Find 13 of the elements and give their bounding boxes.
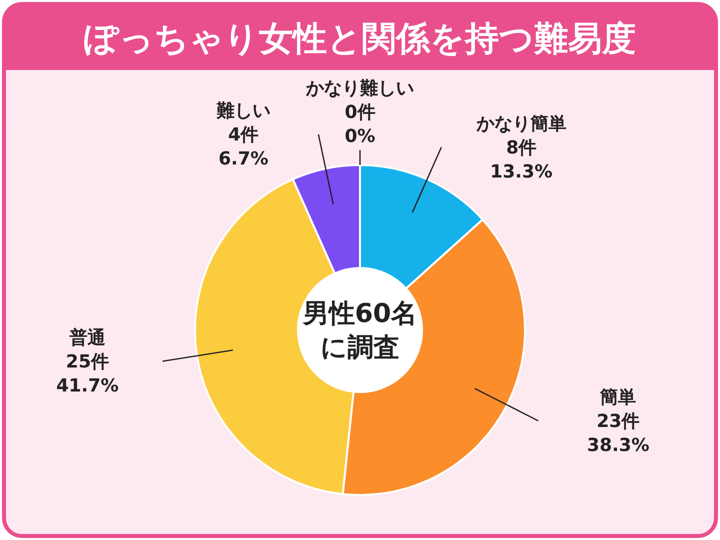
data-label: 25件 41.7% <box>56 351 119 396</box>
slice-label: かなり簡単 <box>475 113 566 134</box>
slice-label: 簡単 <box>599 386 636 408</box>
slice-label: 普通 <box>68 327 106 348</box>
text: に調査 <box>320 333 400 363</box>
data-label: 4件 6.7% <box>218 124 268 170</box>
data-label: 8件 13.3% <box>490 137 553 182</box>
text: 0件 0% <box>344 102 376 147</box>
chart-title: ぽっちゃり女性と関係を持つ難易度 <box>84 19 636 59</box>
category-label: かなり難しい <box>306 78 414 99</box>
data-label: 23件 38.3% <box>586 410 650 456</box>
text: 男性60名 <box>302 299 418 329</box>
slice-label: 難しい <box>215 100 270 122</box>
